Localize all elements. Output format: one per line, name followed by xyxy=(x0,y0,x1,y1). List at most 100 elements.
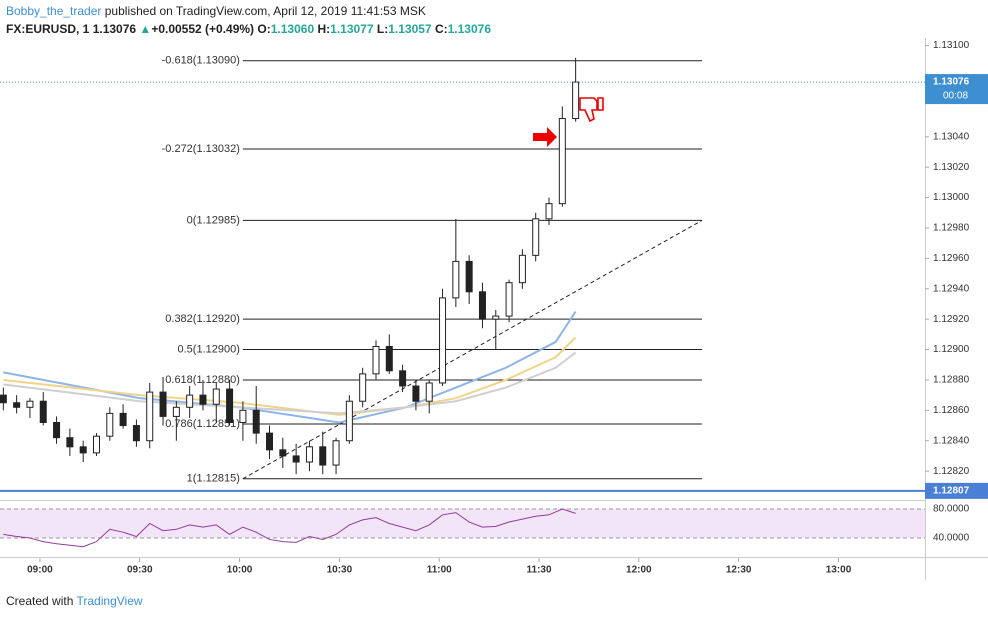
price-timer: 00:08 xyxy=(943,91,968,102)
candle-body xyxy=(92,435,100,454)
ohlc-v: 1.13060 xyxy=(270,22,315,36)
candle-body xyxy=(66,437,74,448)
candle-body xyxy=(186,394,194,408)
ohlc-k: H: xyxy=(317,22,331,36)
y-tick-label: 1.12960 xyxy=(933,253,970,264)
candle-body xyxy=(146,391,154,442)
x-tick-label: 12:30 xyxy=(726,565,752,576)
candle-body xyxy=(279,449,287,457)
published: published on TradingView.com, April 12, … xyxy=(104,4,426,18)
rsi-line xyxy=(3,508,576,548)
x-tick-label: 09:00 xyxy=(27,565,53,576)
candle-body xyxy=(385,346,393,372)
footer: Created with TradingView xyxy=(6,594,143,608)
candle-body xyxy=(119,412,127,427)
rsi-tick-label: 80.0000 xyxy=(933,504,970,515)
moving-average xyxy=(3,311,577,424)
footer-prefix: Created with xyxy=(6,594,74,608)
fib-label: 0.786(1.12851) xyxy=(165,418,240,430)
candle-body xyxy=(252,409,260,434)
header-line-1: Bobby_the_trader published on TradingVie… xyxy=(6,4,426,18)
candle-body xyxy=(226,388,234,423)
candle-body xyxy=(79,446,87,454)
candle-body xyxy=(425,382,433,402)
candle-body xyxy=(0,394,7,404)
candle-body xyxy=(53,421,61,439)
candle-body xyxy=(239,409,247,423)
candle-body xyxy=(492,315,500,320)
candle-body xyxy=(478,291,486,320)
ohlc-k: C: xyxy=(434,22,448,36)
candle-body xyxy=(572,81,580,120)
candle-body xyxy=(26,400,34,408)
y-tick-label: 1.13100 xyxy=(933,40,970,51)
symbol: FX:EURUSD, 1 xyxy=(6,22,90,36)
candle-body xyxy=(465,260,473,293)
ohlc-k: L: xyxy=(376,22,389,36)
candle-body xyxy=(518,254,526,284)
ohlc: O:1.13060 H:1.13077 L:1.13057 C:1.13076 xyxy=(257,22,491,36)
candle-body xyxy=(292,455,300,463)
y-tick-label: 1.12860 xyxy=(933,405,970,416)
x-tick-label: 09:30 xyxy=(127,565,153,576)
x-tick-label: 11:00 xyxy=(427,565,452,576)
candle-body xyxy=(332,440,340,466)
price-axis-border xyxy=(925,38,926,580)
fib-label: 0(1.12985) xyxy=(187,214,240,226)
y-tick-label: 1.12840 xyxy=(933,435,970,446)
candle-body xyxy=(399,370,407,387)
fib-label: 0.618(1.12880) xyxy=(165,374,240,386)
rsi-band xyxy=(0,508,925,538)
arrow: ▲ xyxy=(139,22,152,36)
price-label-bg xyxy=(925,74,988,105)
candle-body xyxy=(439,297,447,384)
header-line-2: FX:EURUSD, 1 1.13076 ▲+0.00552 (+0.49%) … xyxy=(6,22,491,36)
fib-label: -0.272(1.13032) xyxy=(162,143,240,155)
y-tick-label: 1.13040 xyxy=(933,131,970,142)
candle-body xyxy=(132,425,140,442)
y-tick-label: 1.12940 xyxy=(933,283,970,294)
thumbs-down xyxy=(579,97,604,123)
y-tick-label: 1.13000 xyxy=(933,192,970,203)
candle-body xyxy=(359,373,367,402)
hline-label-bg xyxy=(925,482,988,499)
candle-body xyxy=(212,388,220,405)
candle-body xyxy=(199,394,207,405)
moving-average xyxy=(3,351,577,415)
time-axis-border xyxy=(0,557,988,558)
candle-body xyxy=(532,218,540,256)
last: 1.13076 xyxy=(92,22,137,36)
change: +0.00552 (+0.49%) xyxy=(151,22,255,36)
fib-label: 1(1.12815) xyxy=(187,473,240,485)
candle-body xyxy=(305,446,313,463)
y-tick-label: 1.12880 xyxy=(933,375,970,386)
y-tick-label: 1.12980 xyxy=(933,223,970,234)
candle-body xyxy=(319,446,327,466)
x-tick-label: 11:30 xyxy=(527,565,552,576)
trendline xyxy=(242,219,703,480)
fib-label: 0.5(1.12900) xyxy=(178,343,240,355)
footer-brand[interactable]: TradingView xyxy=(76,594,143,608)
ohlc-v: 1.13057 xyxy=(388,22,432,36)
ohlc-v: 1.13076 xyxy=(447,22,492,36)
rsi-tick-label: 40.0000 xyxy=(933,533,970,544)
y-tick-label: 1.12920 xyxy=(933,314,970,325)
y-tick-label: 1.12900 xyxy=(933,344,970,355)
y-tick-label: 1.13020 xyxy=(933,162,970,173)
red-arrow xyxy=(533,127,557,147)
ohlc-k: O: xyxy=(257,22,271,36)
candle-body xyxy=(106,412,114,437)
candle-body xyxy=(159,391,167,417)
candle-body xyxy=(39,400,47,423)
x-tick-label: 10:30 xyxy=(327,565,353,576)
candle-body xyxy=(372,346,380,375)
fib-label: 0.382(1.12920) xyxy=(165,313,240,325)
pane-separator xyxy=(0,500,925,501)
candle-body xyxy=(266,432,274,451)
moving-average xyxy=(3,336,577,416)
x-tick-label: 13:00 xyxy=(826,565,852,576)
candle-body xyxy=(505,282,513,317)
author[interactable]: Bobby_the_trader xyxy=(6,4,102,18)
chart: 1.13100 1.13040 1.13020 1.13000 1.12980 1.129… xyxy=(0,38,988,580)
